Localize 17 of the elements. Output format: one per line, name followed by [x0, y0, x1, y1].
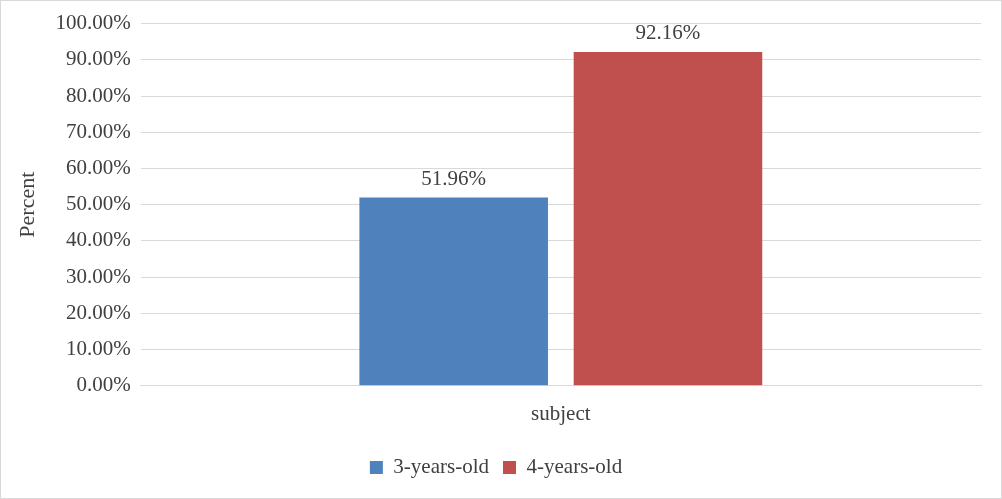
y-tick-label: 40.00%: [65, 227, 131, 252]
y-tick-label: 50.00%: [65, 191, 131, 216]
legend-label: 3-years-old: [393, 454, 490, 479]
y-tick-label: 30.00%: [65, 263, 131, 288]
data-label: 92.16%: [635, 20, 701, 45]
x-tick-label: subject: [531, 400, 591, 425]
legend-label: 4-years-old: [526, 454, 623, 479]
y-tick-label: 10.00%: [65, 336, 131, 361]
y-tick-label: 100.00%: [55, 10, 131, 35]
y-tick-label: 20.00%: [65, 299, 131, 324]
y-tick-label: 70.00%: [65, 118, 131, 143]
y-tick-label: 60.00%: [65, 155, 131, 179]
y-axis-title: Percent: [13, 171, 39, 238]
y-tick-label: 80.00%: [65, 82, 131, 107]
y-tick-label: 90.00%: [65, 46, 131, 71]
y-tick-label: 0.00%: [76, 372, 131, 397]
data-label: 51.96%: [421, 165, 487, 190]
